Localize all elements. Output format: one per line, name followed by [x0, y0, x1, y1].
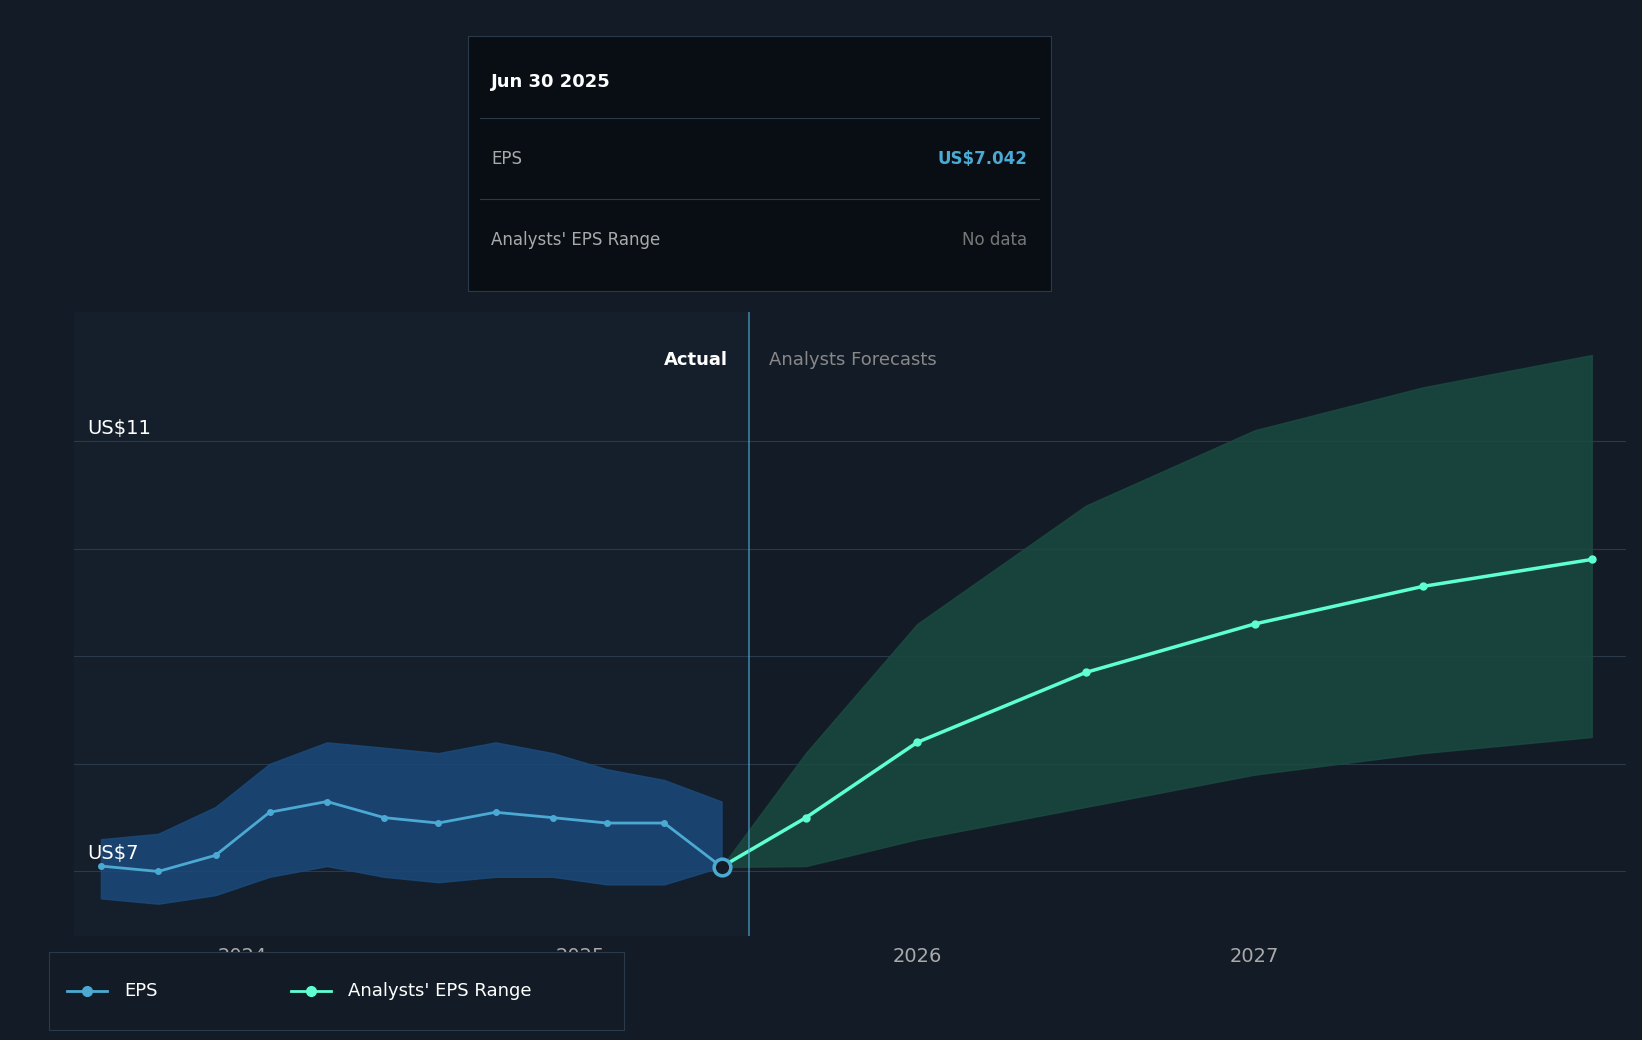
Text: EPS: EPS — [125, 982, 158, 999]
Text: US$7.042: US$7.042 — [938, 150, 1028, 167]
Text: US$11: US$11 — [87, 419, 151, 438]
Text: Analysts' EPS Range: Analysts' EPS Range — [348, 982, 532, 999]
Text: US$7: US$7 — [87, 843, 140, 863]
Bar — [74, 312, 749, 936]
Text: No data: No data — [962, 231, 1028, 250]
Text: EPS: EPS — [491, 150, 522, 167]
Text: Analysts Forecasts: Analysts Forecasts — [768, 352, 936, 369]
Text: Analysts' EPS Range: Analysts' EPS Range — [491, 231, 660, 250]
Text: Jun 30 2025: Jun 30 2025 — [491, 73, 611, 92]
Text: Actual: Actual — [665, 352, 729, 369]
